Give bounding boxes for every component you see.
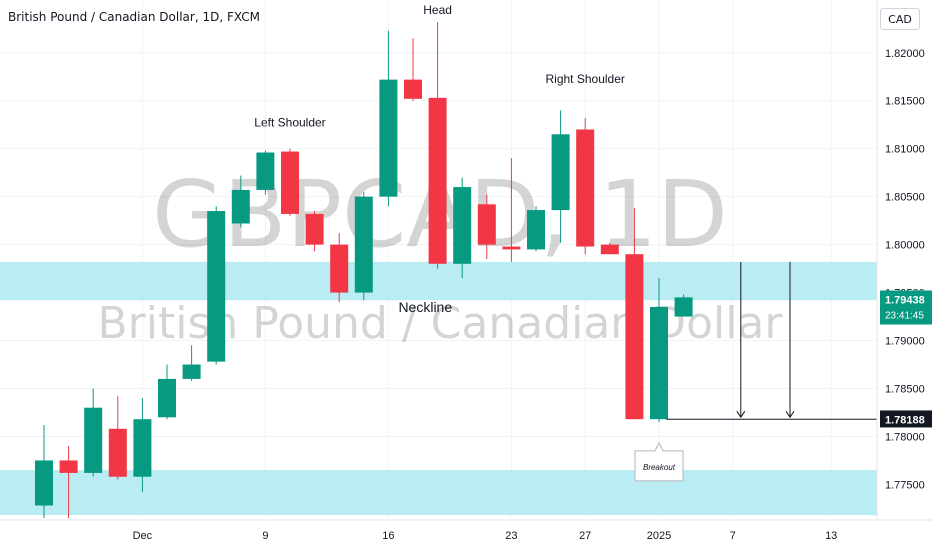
candle: [379, 30, 398, 207]
support-resistance-zone: [0, 261, 877, 301]
candle: [281, 148, 299, 216]
candle-body: [379, 79, 398, 197]
candle-body: [600, 244, 619, 255]
candle: [108, 396, 127, 480]
x-tick-label: 2025: [647, 530, 671, 542]
price-label-value: 1.79438: [885, 295, 925, 307]
candle: [428, 22, 447, 269]
price-label-bg: [880, 410, 932, 428]
y-tick-label: 1.81500: [885, 96, 925, 108]
support-resistance-zone: [0, 470, 877, 516]
breakout-label: Breakout: [643, 463, 676, 472]
x-tick-label: Dec: [133, 530, 153, 542]
target-arrow: [785, 261, 795, 419]
candles: [35, 22, 693, 518]
candle: [59, 446, 78, 518]
candle-body: [330, 244, 349, 293]
breakout-bubble: [634, 441, 684, 482]
annotation-head: Head: [423, 3, 452, 17]
candle: [182, 345, 201, 381]
y-tick-label: 1.78500: [885, 384, 925, 396]
candle-body: [428, 97, 447, 264]
candle-body: [527, 210, 545, 250]
candle: [305, 211, 324, 252]
y-tick-label: 1.79000: [885, 336, 925, 348]
y-tick-label: 1.81000: [885, 144, 925, 156]
target-arrow-head: [785, 410, 795, 419]
price-axis: 1.820001.815001.810001.805001.800001.795…: [876, 0, 932, 550]
candle: [527, 206, 545, 252]
price-label-value: 1.78188: [885, 414, 925, 426]
chart-title: British Pound / Canadian Dollar, 1D, FXC…: [8, 10, 260, 24]
candle: [256, 150, 275, 195]
candle-body: [133, 419, 152, 477]
x-tick-label: 23: [505, 530, 517, 542]
candle: [404, 38, 422, 101]
candle: [158, 364, 176, 420]
candle: [330, 233, 349, 303]
target-arrow: [736, 261, 746, 419]
candle-body: [477, 204, 496, 245]
price-label-countdown: 23:41:45: [885, 311, 924, 322]
candle-body: [674, 297, 693, 317]
target-arrow-head: [736, 410, 746, 419]
price-label-dark: 1.78188: [880, 410, 932, 428]
candle-body: [502, 246, 521, 250]
candle: [231, 175, 250, 228]
candle-body: [158, 378, 176, 418]
time-axis: Dec 9 16 23 27 2025 7 13: [0, 519, 932, 542]
candle: [84, 388, 103, 477]
candle-body: [35, 460, 53, 506]
candle-body: [453, 187, 472, 264]
candle-body: [108, 428, 127, 477]
candle: [207, 206, 226, 365]
candle: [502, 158, 521, 262]
annotation-right-shoulder: Right Shoulder: [546, 72, 625, 86]
candle-body: [84, 407, 103, 473]
candle-body: [354, 196, 373, 293]
price-axis-bg: [877, 0, 932, 550]
x-tick-label: 13: [825, 530, 837, 542]
x-tick-label: 16: [382, 530, 394, 542]
candle-body: [551, 134, 570, 211]
candle-body: [207, 211, 226, 362]
candle: [35, 424, 53, 518]
candle-body: [404, 79, 422, 99]
x-tick-label: 7: [730, 530, 736, 542]
y-tick-label: 1.78000: [885, 431, 925, 443]
price-label-up: 1.79438 23:41:45: [880, 290, 932, 325]
candle: [674, 294, 693, 317]
candle-body: [182, 364, 201, 379]
currency-selector[interactable]: CAD: [880, 8, 920, 30]
candle: [477, 194, 496, 259]
x-tick-label: 9: [262, 530, 268, 542]
y-tick-label: 1.82000: [885, 48, 925, 60]
candle-body: [625, 254, 644, 420]
candle: [625, 208, 644, 420]
x-tick-label: 27: [579, 530, 591, 542]
candle: [354, 191, 373, 301]
candle: [551, 110, 570, 243]
breakout-callout: Breakout: [634, 441, 684, 482]
candle: [600, 242, 619, 255]
candle: [453, 177, 472, 279]
candle-body: [305, 213, 324, 245]
candle-body: [256, 152, 275, 190]
candle-body: [59, 460, 78, 473]
y-tick-label: 1.80500: [885, 192, 925, 204]
y-tick-label: 1.80000: [885, 240, 925, 252]
candle-body: [281, 151, 299, 214]
y-tick-label: 1.77500: [885, 479, 925, 491]
price-label-bg: [880, 290, 932, 325]
candle: [650, 278, 668, 423]
candle-body: [231, 189, 250, 224]
candle-body: [650, 306, 668, 420]
annotation-neckline: Neckline: [398, 299, 452, 315]
candle: [133, 398, 152, 493]
candle: [576, 117, 595, 255]
annotation-left-shoulder: Left Shoulder: [254, 115, 325, 129]
candle-body: [576, 129, 595, 247]
